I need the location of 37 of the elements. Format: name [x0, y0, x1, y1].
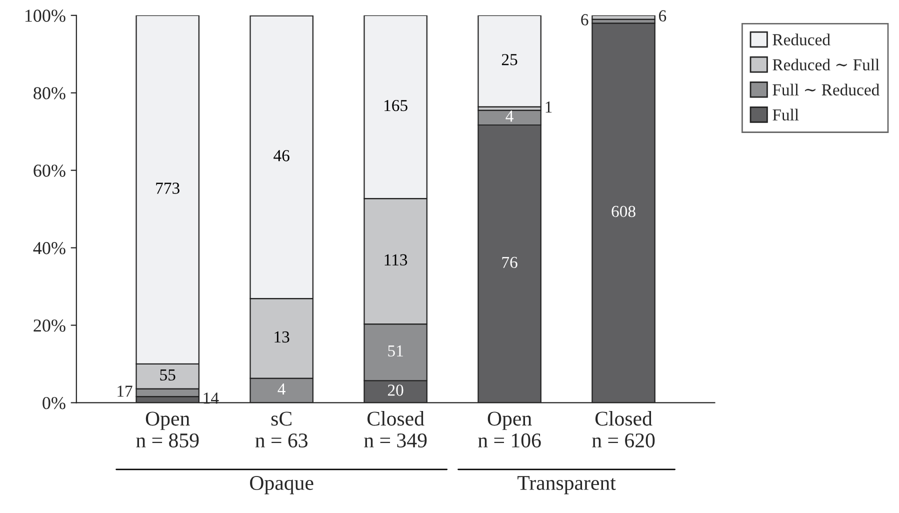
- x-tick-label: Closed n = 620: [592, 411, 655, 448]
- x-tick-label: sC n = 63: [255, 412, 308, 448]
- annotation: 20: [388, 384, 404, 396]
- annotation: 4: [278, 384, 286, 395]
- text: Opaque: [250, 476, 314, 494]
- annotation: 25: [502, 54, 518, 66]
- y-tick-label: 0%: [42, 396, 66, 410]
- annotation: 4: [506, 110, 514, 122]
- annotation: 17: [118, 386, 132, 397]
- y-tick-label: 40%: [33, 242, 66, 254]
- bar: [478, 15, 542, 108]
- x-tick-label: Closed n = 349: [364, 411, 427, 448]
- annotation: 1: [546, 102, 552, 113]
- annotation: 55: [160, 369, 176, 381]
- annotation: 608: [612, 206, 636, 218]
- annotation: 773: [156, 182, 180, 194]
- y-tick-label: 20%: [34, 320, 66, 332]
- legend-label: Full: [772, 108, 799, 121]
- annotation: 165: [384, 100, 408, 112]
- legend-label: Reduced ∼ Full: [772, 58, 880, 70]
- annotation: 14: [204, 392, 219, 404]
- annotation: 6: [581, 14, 588, 26]
- legend-label: Full ∼ Reduced: [772, 84, 880, 96]
- x-tick-label: Open n = 106: [478, 412, 541, 448]
- annotation: 76: [502, 256, 518, 268]
- annotation: 46: [274, 150, 290, 162]
- y-tick-label: 80%: [34, 87, 66, 100]
- y-tick-label: 60%: [34, 164, 66, 177]
- bar: [592, 15, 656, 20]
- y-tick-label: 100%: [25, 10, 66, 22]
- annotation: 51: [388, 345, 403, 357]
- annotation: 113: [384, 254, 408, 266]
- legend-label: Reduced: [772, 34, 830, 46]
- text: Transparent: [518, 476, 616, 494]
- annotation: 6: [659, 10, 666, 22]
- annotation: 13: [274, 331, 290, 343]
- x-tick-label: Open n = 859: [136, 412, 199, 448]
